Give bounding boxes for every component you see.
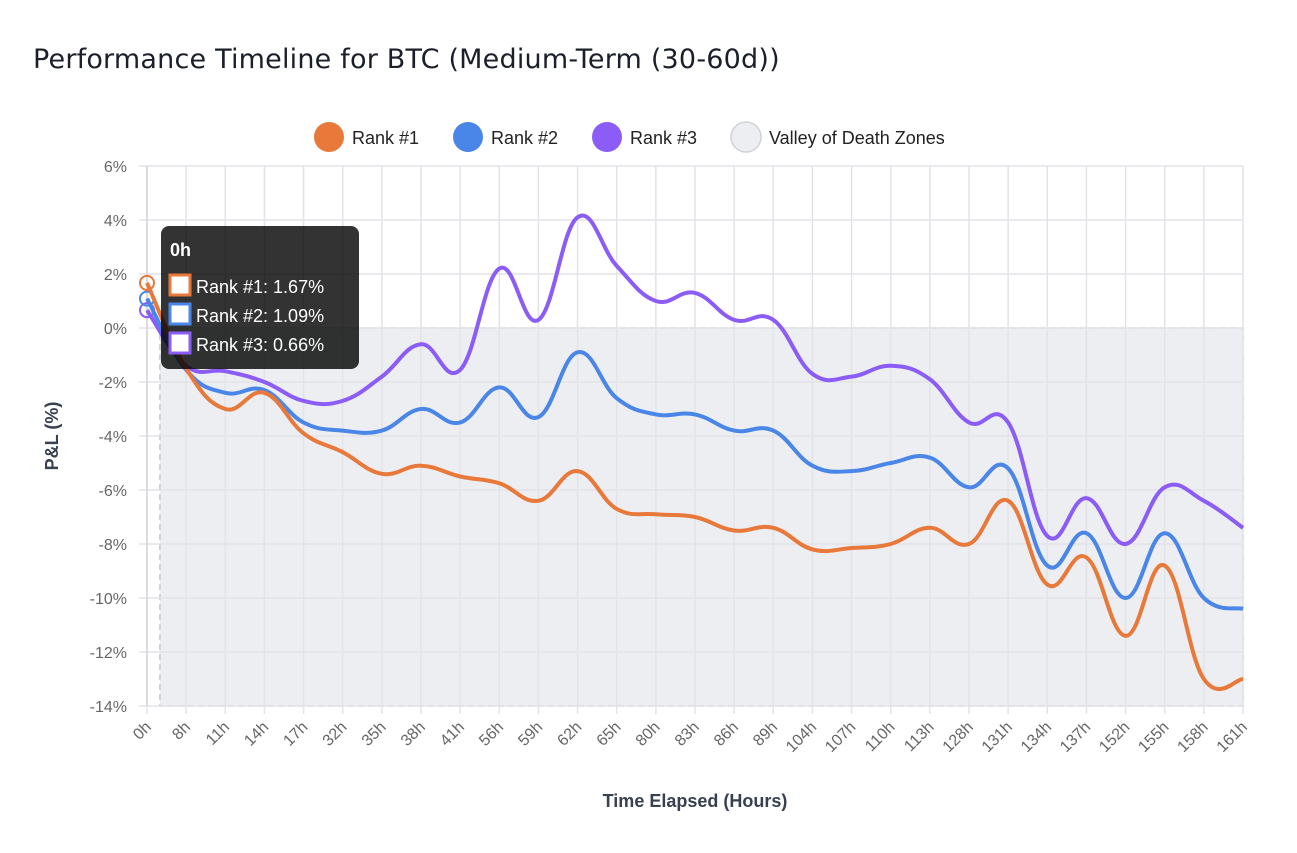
x-tick-label: 161h <box>1214 719 1251 756</box>
legend-item[interactable]: Valley of Death Zones <box>730 121 945 153</box>
x-tick-label: 128h <box>940 719 977 756</box>
y-tick-label: -10% <box>90 591 127 608</box>
x-tick-label: 104h <box>783 719 820 756</box>
x-tick-label: 107h <box>822 719 859 756</box>
y-tick-label: -6% <box>99 483 127 500</box>
tooltip-swatch-icon <box>168 273 192 297</box>
x-tick-label: 89h <box>750 719 781 750</box>
y-tick-label: -12% <box>90 645 127 662</box>
x-tick-label: 131h <box>979 719 1016 756</box>
legend-label: Valley of Death Zones <box>769 128 945 148</box>
x-axis-title: Time Elapsed (Hours) <box>603 791 788 811</box>
x-tick-label: 0h <box>130 719 155 744</box>
x-tick-label: 11h <box>203 719 233 749</box>
legend-item[interactable]: Rank #1 <box>314 122 419 152</box>
tooltip-line: Rank #1: 1.67% <box>196 277 324 297</box>
x-tick-label: 8h <box>169 719 194 744</box>
chart-title: Performance Timeline for BTC (Medium-Ter… <box>33 44 780 75</box>
x-tick-label: 83h <box>672 719 703 750</box>
x-tick-label: 17h <box>280 719 311 750</box>
x-tick-label: 32h <box>320 719 351 750</box>
series-line <box>145 297 1244 611</box>
x-tick-label: 113h <box>901 719 937 755</box>
tooltip-line: Rank #2: 1.09% <box>196 306 324 326</box>
tooltip-box <box>161 226 359 369</box>
tooltip-swatch-icon <box>168 331 192 355</box>
x-tick-label: 65h <box>594 719 625 750</box>
x-tick-label: 158h <box>1174 719 1211 756</box>
y-tick-label: 2% <box>104 267 127 284</box>
legend-swatch-icon <box>730 121 762 153</box>
y-tick-label: -8% <box>99 537 127 554</box>
x-tick-label: 59h <box>515 719 546 750</box>
x-tick-label: 41h <box>437 719 468 750</box>
y-tick-label: 0% <box>104 321 127 338</box>
legend-label: Rank #1 <box>352 128 419 148</box>
tooltip-title: 0h <box>170 240 191 260</box>
y-tick-label: 6% <box>104 159 127 176</box>
tooltip-swatch-icon <box>168 302 192 326</box>
x-tick-label: 62h <box>554 719 585 750</box>
x-tick-label: 134h <box>1018 719 1055 756</box>
legend-label: Rank #2 <box>491 128 558 148</box>
x-tick-label: 14h <box>241 719 272 750</box>
legend-swatch-icon <box>592 122 622 152</box>
y-tick-label: -14% <box>90 699 127 716</box>
y-tick-label: 4% <box>104 213 127 230</box>
y-tick-label: -4% <box>99 429 127 446</box>
tooltip-line: Rank #3: 0.66% <box>196 335 324 355</box>
series-rank-1 <box>139 274 1244 691</box>
legend-swatch-icon <box>314 122 344 152</box>
x-tick-label: 110h <box>862 719 898 755</box>
x-tick-label: 35h <box>359 719 390 750</box>
x-tick-label: 56h <box>476 719 507 750</box>
x-tick-label: 80h <box>633 719 664 750</box>
x-tick-label: 137h <box>1057 719 1094 756</box>
legend-swatch-icon <box>453 122 483 152</box>
legend-label: Rank #3 <box>630 128 697 148</box>
x-tick-label: 86h <box>711 719 742 750</box>
data-point[interactable] <box>139 274 155 291</box>
legend-item[interactable]: Rank #3 <box>592 122 697 152</box>
series-line <box>145 213 1245 546</box>
x-tick-label: 155h <box>1135 719 1172 756</box>
legend-item[interactable]: Rank #2 <box>453 122 558 152</box>
y-axis-title: P&L (%) <box>42 402 62 471</box>
series-line <box>145 282 1244 691</box>
x-tick-label: 152h <box>1096 719 1133 756</box>
x-tick-label: 38h <box>398 719 429 750</box>
y-tick-label: -2% <box>99 375 127 392</box>
